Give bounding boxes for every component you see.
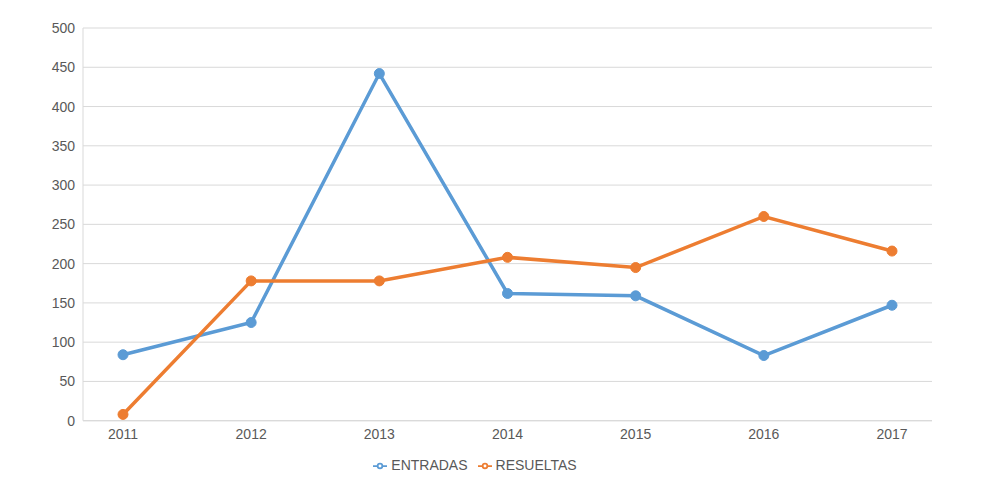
svg-text:500: 500 xyxy=(52,20,76,36)
svg-text:2017: 2017 xyxy=(876,426,907,442)
svg-text:2011: 2011 xyxy=(108,426,138,442)
svg-text:400: 400 xyxy=(52,99,76,115)
html-text:RESUELTAS: RESUELTAS xyxy=(495,456,577,473)
svg-text:300: 300 xyxy=(52,177,76,193)
svg-text:50: 50 xyxy=(59,373,75,389)
svg-text:100: 100 xyxy=(52,334,76,350)
html-text:ENTRADAS: ENTRADAS xyxy=(391,456,468,473)
svg-text:2016: 2016 xyxy=(748,426,779,442)
svg-text:450: 450 xyxy=(52,59,76,75)
svg-text:0: 0 xyxy=(67,413,75,429)
svg-text:150: 150 xyxy=(52,295,76,311)
svg-text:2015: 2015 xyxy=(620,426,651,442)
svg-text:350: 350 xyxy=(52,138,76,154)
svg-text:2014: 2014 xyxy=(492,426,523,442)
svg-text:250: 250 xyxy=(52,216,76,232)
svg-text:200: 200 xyxy=(52,256,76,272)
svg-text:2013: 2013 xyxy=(364,426,395,442)
svg-text:2012: 2012 xyxy=(236,426,267,442)
